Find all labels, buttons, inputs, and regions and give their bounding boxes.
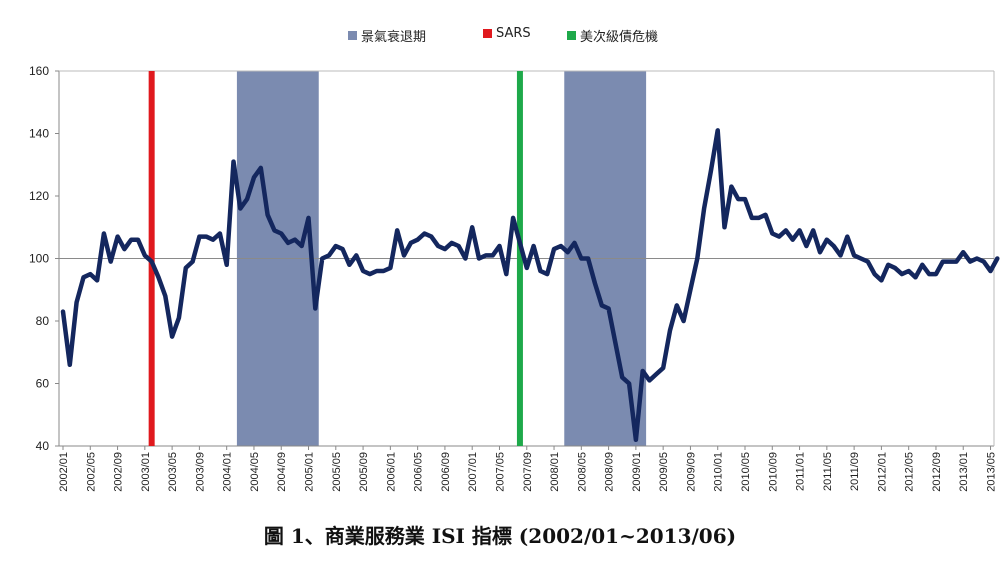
x-tick-label: 2011/09 [849,452,861,491]
x-tick-label: 2004/09 [276,452,288,492]
y-tick-label: 60 [36,377,50,391]
x-tick-label: 2008/05 [576,452,588,492]
x-tick-label: 2005/01 [304,452,316,492]
x-tick-label: 2013/05 [986,452,998,492]
x-tick-label: 2009/09 [685,452,697,492]
event-lines [148,71,523,446]
y-tick-label: 100 [29,252,49,266]
series-line-1 [60,128,1000,443]
y-tick-labels: 40 60 80 100 120 140 160 [29,64,59,453]
x-tick-label: 2006/05 [413,452,425,492]
legend-swatch-sars [483,29,492,38]
x-tick-label: 2010/01 [713,452,725,492]
y-tick-label: 80 [36,314,50,328]
x-tick-label: 2013/01 [958,452,970,492]
x-tick-label: 2011/05 [822,452,834,491]
legend-label-subprime: 美次級債危機 [580,30,659,45]
legend: 景氣衰退期 SARS 美次級債危機 [0,26,1000,46]
x-tick-label: 2009/01 [631,452,643,492]
x-tick-label: 2007/01 [467,452,479,492]
x-tick-label: 2002/01 [58,452,70,492]
x-tick-labels: 2002/01 2002/05 2002/09 2003/01 2003/05 2003/… [58,446,998,492]
figure-caption: 圖 1、商業服務業 ISI 指標 (2002/01~2013/06) [263,524,737,548]
legend-item-subprime: 美次級債危機 [567,26,658,45]
x-tick-label: 2003/09 [194,452,206,492]
series-group [60,128,1000,443]
x-tick-label: 2004/01 [222,452,234,492]
legend-label-recession: 景氣衰退期 [361,30,427,45]
x-tick-label: 2003/01 [140,452,152,492]
x-tick-label: 2008/01 [549,452,561,492]
y-tick-label: 160 [29,64,49,78]
x-tick-label: 2010/09 [767,452,779,492]
x-tick-label: 2004/05 [249,452,261,492]
y-tick-label: 40 [36,439,50,453]
x-tick-label: 2007/09 [522,452,534,492]
x-tick-label: 2012/09 [931,452,943,492]
legend-item-sars: SARS [483,26,531,41]
x-tick-label: 2008/09 [604,452,616,492]
legend-swatch-subprime [567,31,576,40]
legend-label-sars: SARS [496,26,531,41]
legend-swatch-recession [348,31,357,40]
x-tick-label: 2006/09 [440,452,452,492]
x-tick-label: 2006/01 [385,452,397,492]
x-tick-label: 2009/05 [658,452,670,492]
x-tick-label: 2007/05 [494,452,506,492]
x-tick-label: 2005/05 [331,452,343,492]
x-tick-label: 2002/09 [113,452,125,492]
legend-item-recession: 景氣衰退期 [348,26,426,45]
x-tick-label: 2012/01 [876,452,888,492]
x-tick-label: 2003/05 [167,452,179,492]
x-tick-label: 2010/05 [740,452,752,492]
y-tick-label: 120 [29,189,49,203]
x-tick-label: 2005/09 [358,452,370,492]
x-tick-label: 2012/05 [904,452,916,492]
x-tick-label: 2002/05 [85,452,97,492]
x-tick-label: 2011/01 [795,452,807,491]
y-tick-label: 140 [29,127,49,141]
